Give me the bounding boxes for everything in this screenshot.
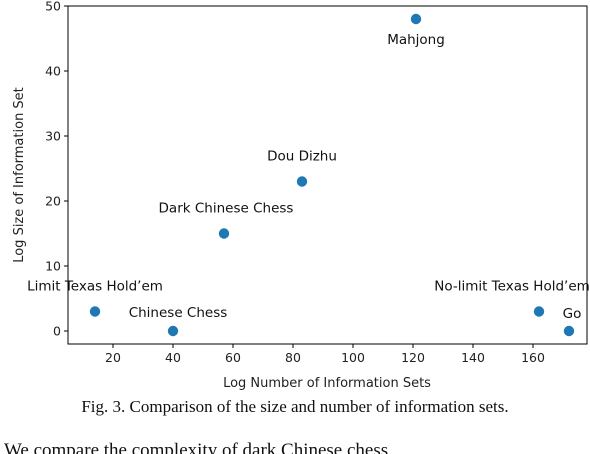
x-tick-label: 140 (461, 350, 485, 365)
y-tick-label: 30 (45, 129, 61, 144)
point-annotation: Go (563, 306, 582, 322)
data-point (218, 228, 230, 239)
point-labels: Limit Texas Hold’em Chinese Chess Dark Chi… (27, 32, 590, 322)
x-axis-label: Log Number of Information Sets (223, 376, 431, 391)
y-tick-label: 50 (45, 0, 61, 14)
x-tick-label: 100 (341, 350, 365, 365)
x-tick-label: 60 (225, 350, 241, 365)
x-tick-label: 160 (521, 350, 545, 365)
data-point (167, 325, 179, 337)
data-points (89, 13, 575, 337)
body-text-line: We compare the complexity of dark Chines… (4, 440, 389, 454)
x-tick-label: 120 (401, 350, 425, 365)
y-tick-label: 10 (45, 259, 61, 274)
point-annotation: No-limit Texas Hold’em (434, 279, 590, 295)
data-point (533, 306, 545, 317)
x-tick-label: 80 (285, 350, 301, 365)
data-point (89, 306, 101, 317)
point-annotation: Chinese Chess (129, 305, 228, 321)
data-point (296, 176, 308, 187)
x-tick-label: 40 (165, 350, 181, 365)
data-point (410, 13, 422, 25)
data-point (563, 325, 575, 337)
point-annotation: Limit Texas Hold’em (27, 279, 163, 295)
y-tick-label: 0 (53, 324, 61, 339)
x-tick-label: 20 (105, 350, 121, 365)
point-annotation: Dark Chinese Chess (159, 201, 294, 217)
point-annotation: Mahjong (387, 32, 445, 48)
scatter-chart: 20 40 60 80 100 120 140 160 0 10 20 30 40 50 Limit T… (12, 0, 590, 391)
point-annotation: Dou Dizhu (267, 149, 337, 165)
x-axis-ticks: 20 40 60 80 100 120 140 160 (105, 344, 545, 365)
plot-frame (67, 5, 588, 345)
figure-caption: Fig. 3. Comparison of the size and numbe… (81, 397, 509, 416)
y-tick-label: 20 (45, 194, 61, 209)
y-axis-label: Log Size of Information Set (12, 87, 27, 263)
y-tick-label: 40 (45, 64, 61, 79)
y-axis-ticks: 0 10 20 30 40 50 (45, 0, 68, 339)
